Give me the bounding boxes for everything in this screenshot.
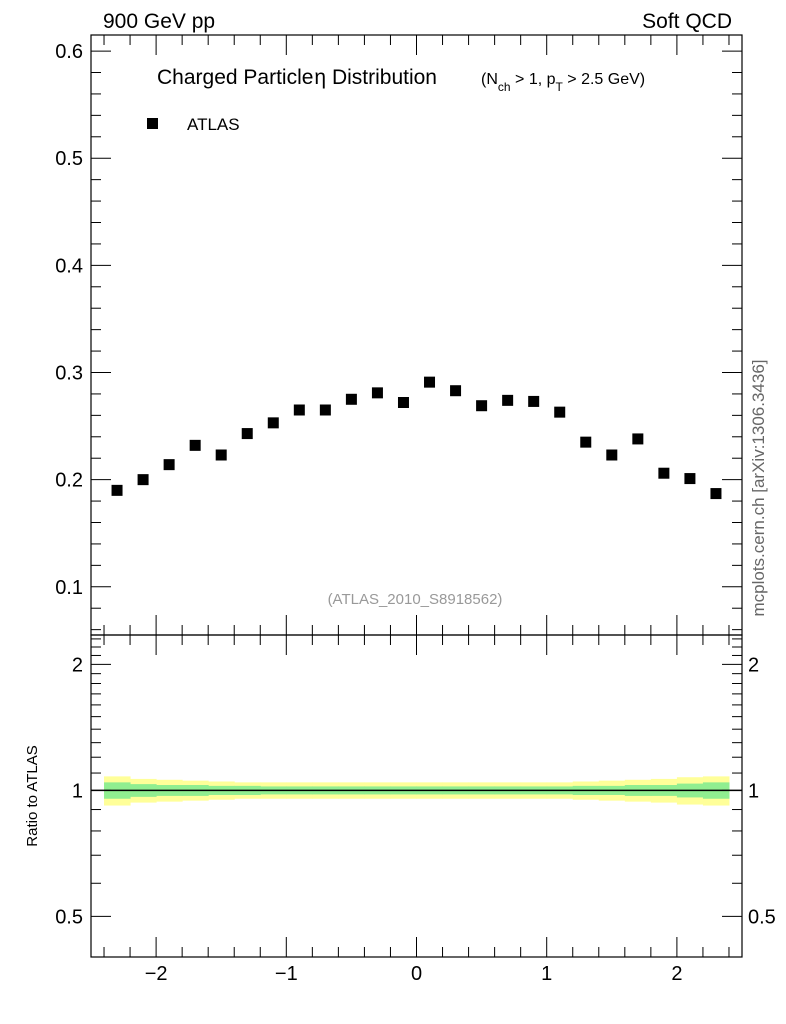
data-point <box>658 467 670 479</box>
x-tick-labels: −2 −1 0 1 2 <box>145 963 683 985</box>
data-point <box>267 417 279 429</box>
y-tick-label: 0.1 <box>55 577 83 599</box>
analysis-watermark: (ATLAS_2010_S8918562) <box>328 591 503 608</box>
data-point <box>554 406 566 418</box>
plot-cuts: (Nch > 1, pT > 2.5 GeV) <box>481 71 645 94</box>
data-points <box>111 376 722 500</box>
ratio-y-tick-label: 0.5 <box>55 906 83 928</box>
main-ticks <box>91 35 742 635</box>
data-point <box>450 385 462 397</box>
data-point <box>293 404 305 416</box>
data-point <box>163 459 175 471</box>
header-right: Soft QCD <box>642 10 732 33</box>
main-panel: 0.1 0.2 0.3 0.4 0.5 0.6 Charged Particleη Dis… <box>55 34 743 636</box>
data-point <box>137 474 149 486</box>
data-point <box>345 393 357 405</box>
ratio-y-tick-label-right: 0.5 <box>748 906 776 928</box>
side-credit: mcplots.cern.ch [arXiv:1306.3436] <box>749 359 768 616</box>
y-tick-label: 0.4 <box>55 255 83 277</box>
data-point <box>476 400 488 412</box>
data-point <box>632 433 644 445</box>
main-frame <box>90 34 743 636</box>
data-point <box>189 439 201 451</box>
y-tick-label: 0.3 <box>55 363 83 385</box>
data-point <box>684 473 696 485</box>
data-point <box>710 488 722 500</box>
data-point <box>528 395 540 407</box>
ratio-y-tick-label-right: 2 <box>748 654 759 676</box>
data-point <box>241 428 253 440</box>
data-point <box>424 376 436 388</box>
data-point <box>606 449 618 461</box>
ratio-ylabel: Ratio to ATLAS <box>24 745 41 846</box>
y-tick-label: 0.2 <box>55 470 83 492</box>
legend-marker <box>147 118 158 129</box>
x-tick-label: 2 <box>671 963 682 985</box>
data-point <box>111 484 123 496</box>
data-point <box>319 404 331 416</box>
y-tick-label: 0.5 <box>55 148 83 170</box>
data-point <box>371 387 383 399</box>
data-point <box>502 394 514 406</box>
main-y-tick-labels: 0.1 0.2 0.3 0.4 0.5 0.6 <box>55 41 83 599</box>
legend-label: ATLAS <box>187 115 240 134</box>
data-point <box>397 397 409 408</box>
ratio-y-tick-label: 1 <box>72 780 83 802</box>
y-tick-label: 0.6 <box>55 41 83 63</box>
plot-title: Charged Particleη Distribution <box>157 66 437 89</box>
data-point <box>580 436 592 448</box>
ratio-ticks <box>91 635 742 958</box>
data-point <box>215 449 227 461</box>
x-tick-label: −1 <box>275 963 298 985</box>
x-tick-label: −2 <box>145 963 168 985</box>
ratio-y-tick-labels: 0.5 0.5 1 1 2 2 <box>55 654 776 928</box>
x-tick-label: 1 <box>541 963 552 985</box>
x-tick-label: 0 <box>411 963 422 985</box>
ratio-y-tick-label-right: 1 <box>748 780 759 802</box>
ratio-panel: 0.5 0.5 1 1 2 2 −2 −1 0 1 2 Ratio to ATLAS <box>24 634 776 985</box>
header-left: 900 GeV pp <box>103 10 215 33</box>
ratio-y-tick-label: 2 <box>72 654 83 676</box>
